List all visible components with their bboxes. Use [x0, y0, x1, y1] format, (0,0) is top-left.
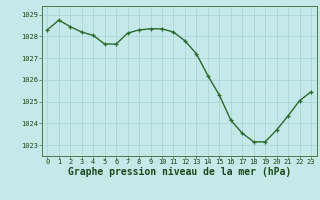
- X-axis label: Graphe pression niveau de la mer (hPa): Graphe pression niveau de la mer (hPa): [68, 167, 291, 177]
